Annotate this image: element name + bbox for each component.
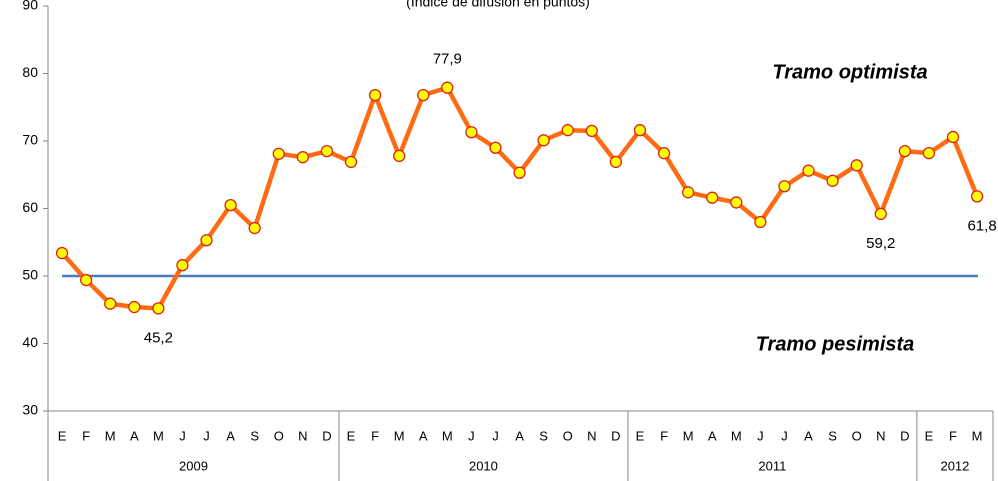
point-marker xyxy=(850,159,863,172)
x-tick-label: J xyxy=(203,428,210,443)
x-tick-label: J xyxy=(179,428,186,443)
x-tick-label: S xyxy=(539,428,548,443)
point-marker xyxy=(922,146,936,160)
x-tick-label: F xyxy=(660,428,668,443)
x-group-label: 2011 xyxy=(758,458,786,473)
point-marker xyxy=(874,207,887,221)
point-marker xyxy=(104,297,117,310)
point-marker xyxy=(465,126,478,139)
x-group-label: 2012 xyxy=(940,458,969,473)
point-marker xyxy=(417,88,430,102)
y-tick-label: 70 xyxy=(22,132,38,148)
point-marker xyxy=(55,246,69,260)
x-tick-label: E xyxy=(925,428,934,443)
annotation: Tramo pesimista xyxy=(756,333,915,355)
x-tick-label: A xyxy=(226,428,235,443)
x-tick-label: N xyxy=(876,428,885,443)
x-tick-label: E xyxy=(58,428,67,443)
x-tick-label: J xyxy=(492,428,499,443)
point-marker xyxy=(561,124,574,137)
point-marker xyxy=(537,134,550,147)
data-label: 77,9 xyxy=(433,51,462,68)
point-marker xyxy=(681,186,695,199)
x-tick-label: O xyxy=(563,428,573,443)
point-marker xyxy=(946,130,960,144)
data-label: 61,8 xyxy=(967,217,996,234)
x-tick-label: F xyxy=(82,428,90,443)
x-tick-label: A xyxy=(515,428,524,443)
point-marker xyxy=(368,88,382,102)
chart-subtitle: (Índice de difusión en puntos) xyxy=(406,0,590,10)
x-group-label: 2010 xyxy=(469,458,498,473)
y-tick-label: 90 xyxy=(22,0,38,13)
point-marker xyxy=(706,191,719,204)
x-tick-label: M xyxy=(153,428,164,443)
x-tick-label: A xyxy=(804,428,813,443)
x-group-label: 2009 xyxy=(179,458,208,473)
point-marker xyxy=(826,174,839,187)
point-marker xyxy=(152,302,165,315)
point-marker xyxy=(128,300,141,314)
point-marker xyxy=(489,141,502,154)
x-tick-label: S xyxy=(250,428,259,443)
x-tick-label: M xyxy=(972,428,983,443)
x-tick-label: E xyxy=(636,428,645,443)
y-tick-label: 40 xyxy=(22,334,38,350)
x-tick-label: S xyxy=(828,428,837,443)
x-tick-label: A xyxy=(419,428,428,443)
point-marker xyxy=(79,273,93,287)
data-label: 59,2 xyxy=(866,235,895,252)
x-tick-label: E xyxy=(347,428,356,443)
x-tick-label: J xyxy=(757,428,764,443)
point-marker xyxy=(802,164,815,177)
x-tick-label: F xyxy=(949,428,957,443)
x-tick-label: J xyxy=(781,428,788,443)
x-tick-label: D xyxy=(322,428,331,443)
point-marker xyxy=(609,155,623,169)
x-tick-label: A xyxy=(130,428,139,443)
point-marker xyxy=(754,215,767,229)
point-marker xyxy=(393,149,406,163)
point-marker xyxy=(730,196,743,209)
point-marker xyxy=(970,190,984,203)
x-tick-label: M xyxy=(394,428,405,443)
x-tick-label: M xyxy=(105,428,116,443)
point-marker xyxy=(585,124,598,138)
point-marker xyxy=(176,259,189,272)
annotation: Tramo optimista xyxy=(772,61,927,83)
x-tick-label: M xyxy=(442,428,453,443)
point-marker xyxy=(272,147,285,160)
y-tick-label: 50 xyxy=(22,267,38,283)
data-label: 45,2 xyxy=(144,329,173,346)
x-tick-label: M xyxy=(683,428,694,443)
x-tick-label: M xyxy=(731,428,742,443)
x-tick-label: N xyxy=(298,428,307,443)
point-marker xyxy=(898,144,911,158)
x-tick-label: D xyxy=(900,428,909,443)
point-marker xyxy=(296,151,309,164)
point-marker xyxy=(200,234,213,247)
point-marker xyxy=(778,180,791,193)
y-tick-label: 80 xyxy=(22,64,38,80)
point-marker xyxy=(513,166,526,179)
point-marker xyxy=(633,124,647,137)
point-marker xyxy=(441,81,454,94)
x-tick-label: A xyxy=(708,428,717,443)
y-tick-label: 30 xyxy=(22,402,38,418)
point-marker xyxy=(344,155,358,169)
x-tick-label: F xyxy=(371,428,379,443)
x-tick-label: J xyxy=(468,428,475,443)
x-tick-label: D xyxy=(611,428,620,443)
point-marker xyxy=(657,146,671,160)
x-tick-label: O xyxy=(852,428,862,443)
point-marker xyxy=(248,221,261,235)
x-tick-label: O xyxy=(274,428,284,443)
point-marker xyxy=(320,144,334,158)
point-marker xyxy=(224,198,237,212)
x-tick-label: N xyxy=(587,428,596,443)
y-tick-label: 60 xyxy=(22,199,38,215)
